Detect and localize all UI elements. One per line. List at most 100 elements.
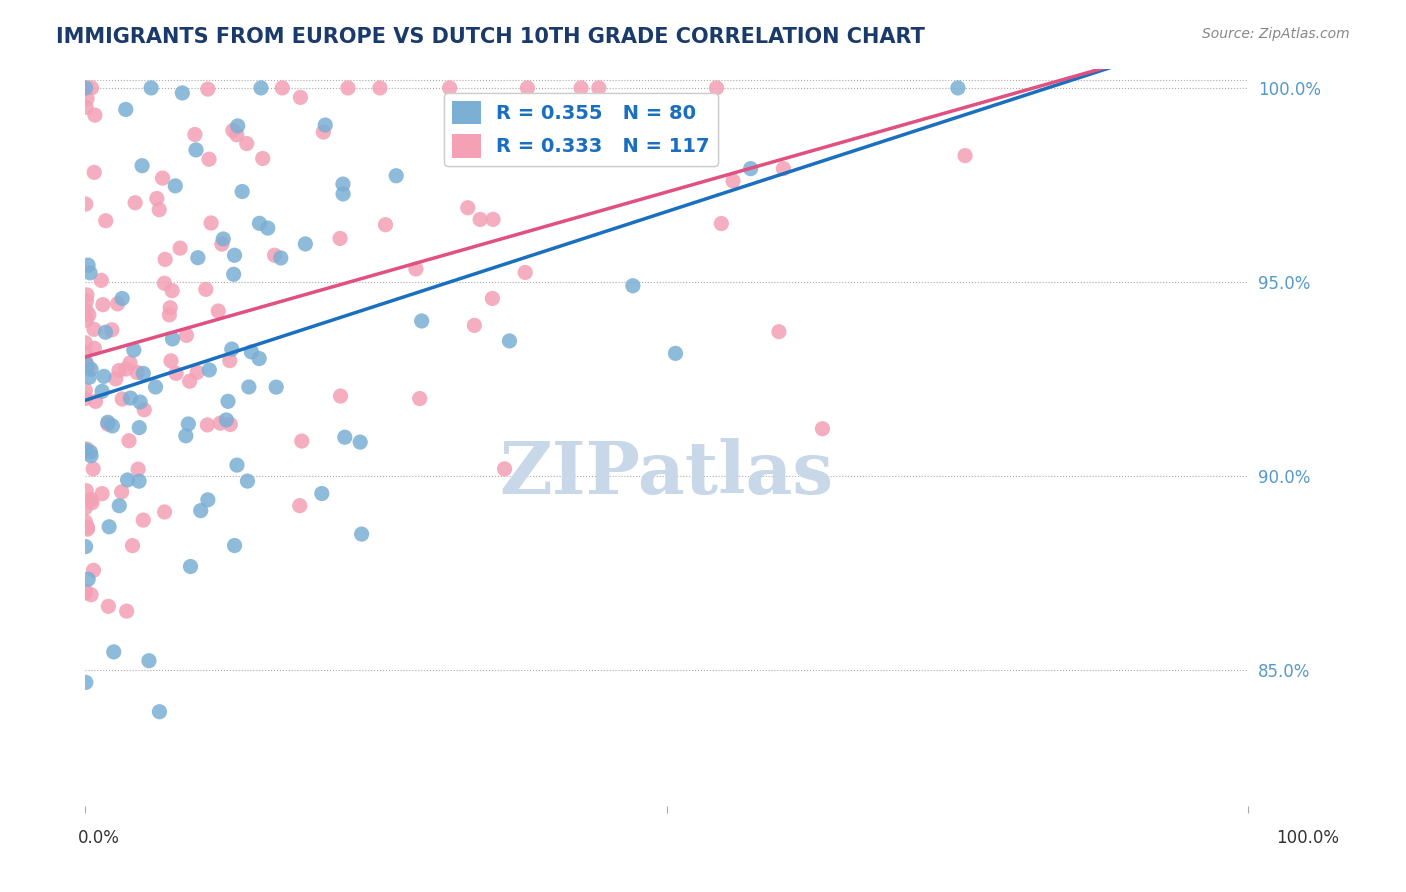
Point	[160, 354, 183, 368]
Point	[314, 118, 336, 132]
Point	[153, 277, 176, 291]
Point	[108, 499, 131, 513]
Point	[197, 492, 219, 507]
Point	[91, 384, 114, 399]
Point	[104, 372, 127, 386]
Point	[90, 273, 112, 287]
Point	[312, 125, 335, 139]
Point	[94, 213, 117, 227]
Point	[221, 342, 243, 356]
Point	[186, 365, 208, 379]
Point	[132, 367, 155, 381]
Point	[176, 328, 198, 343]
Point	[288, 499, 311, 513]
Point	[148, 202, 170, 217]
Point	[498, 334, 520, 348]
Point	[768, 325, 790, 339]
Text: 100.0%: 100.0%	[1277, 830, 1339, 847]
Point	[256, 221, 278, 235]
Point	[76, 520, 98, 534]
Point	[93, 369, 115, 384]
Point	[411, 314, 433, 328]
Point	[290, 90, 312, 104]
Text: Source: ZipAtlas.com: Source: ZipAtlas.com	[1202, 27, 1350, 41]
Point	[218, 353, 240, 368]
Point	[75, 294, 97, 309]
Point	[128, 474, 150, 488]
Point	[740, 161, 762, 176]
Point	[117, 473, 139, 487]
Point	[247, 351, 270, 366]
Point	[75, 515, 97, 529]
Point	[470, 212, 492, 227]
Point	[120, 356, 142, 370]
Point	[160, 284, 183, 298]
Point	[405, 261, 427, 276]
Point	[132, 513, 155, 527]
Point	[80, 81, 103, 95]
Point	[80, 492, 103, 507]
Point	[75, 675, 97, 690]
Point	[127, 366, 149, 380]
Point	[75, 100, 97, 114]
Point	[97, 599, 120, 614]
Point	[263, 248, 285, 262]
Point	[169, 241, 191, 255]
Point	[481, 292, 503, 306]
Point	[82, 462, 104, 476]
Point	[374, 218, 396, 232]
Point	[148, 705, 170, 719]
Point	[77, 370, 100, 384]
Point	[97, 417, 120, 432]
Point	[129, 395, 152, 409]
Point	[80, 362, 103, 376]
Point	[165, 367, 187, 381]
Point	[409, 392, 432, 406]
Point	[94, 325, 117, 339]
Point	[97, 415, 120, 429]
Point	[75, 586, 97, 600]
Point	[75, 313, 97, 327]
Point	[222, 268, 245, 282]
Point	[153, 252, 176, 267]
Point	[294, 236, 316, 251]
Point	[76, 357, 98, 371]
Point	[75, 354, 97, 368]
Point	[209, 416, 232, 430]
Point	[569, 81, 592, 95]
Point	[198, 153, 221, 167]
Point	[252, 152, 274, 166]
Point	[83, 342, 105, 356]
Point	[219, 417, 242, 432]
Point	[145, 380, 167, 394]
Point	[439, 81, 461, 95]
Point	[75, 81, 97, 95]
Point	[77, 360, 100, 375]
Point	[179, 374, 201, 388]
Point	[146, 192, 169, 206]
Point	[772, 161, 794, 176]
Point	[190, 503, 212, 517]
Point	[184, 143, 207, 157]
Point	[101, 323, 124, 337]
Point	[333, 430, 356, 444]
Point	[138, 654, 160, 668]
Point	[131, 159, 153, 173]
Point	[198, 363, 221, 377]
Point	[184, 128, 207, 142]
Point	[77, 572, 100, 586]
Point	[271, 81, 294, 95]
Point	[226, 458, 249, 472]
Text: ZIPatlas: ZIPatlas	[499, 439, 834, 509]
Point	[83, 322, 105, 336]
Point	[946, 81, 969, 95]
Point	[75, 442, 97, 457]
Point	[84, 108, 107, 122]
Point	[83, 165, 105, 179]
Point	[127, 462, 149, 476]
Point	[121, 539, 143, 553]
Point	[122, 343, 145, 357]
Point	[270, 251, 292, 265]
Point	[75, 540, 97, 554]
Point	[197, 417, 219, 432]
